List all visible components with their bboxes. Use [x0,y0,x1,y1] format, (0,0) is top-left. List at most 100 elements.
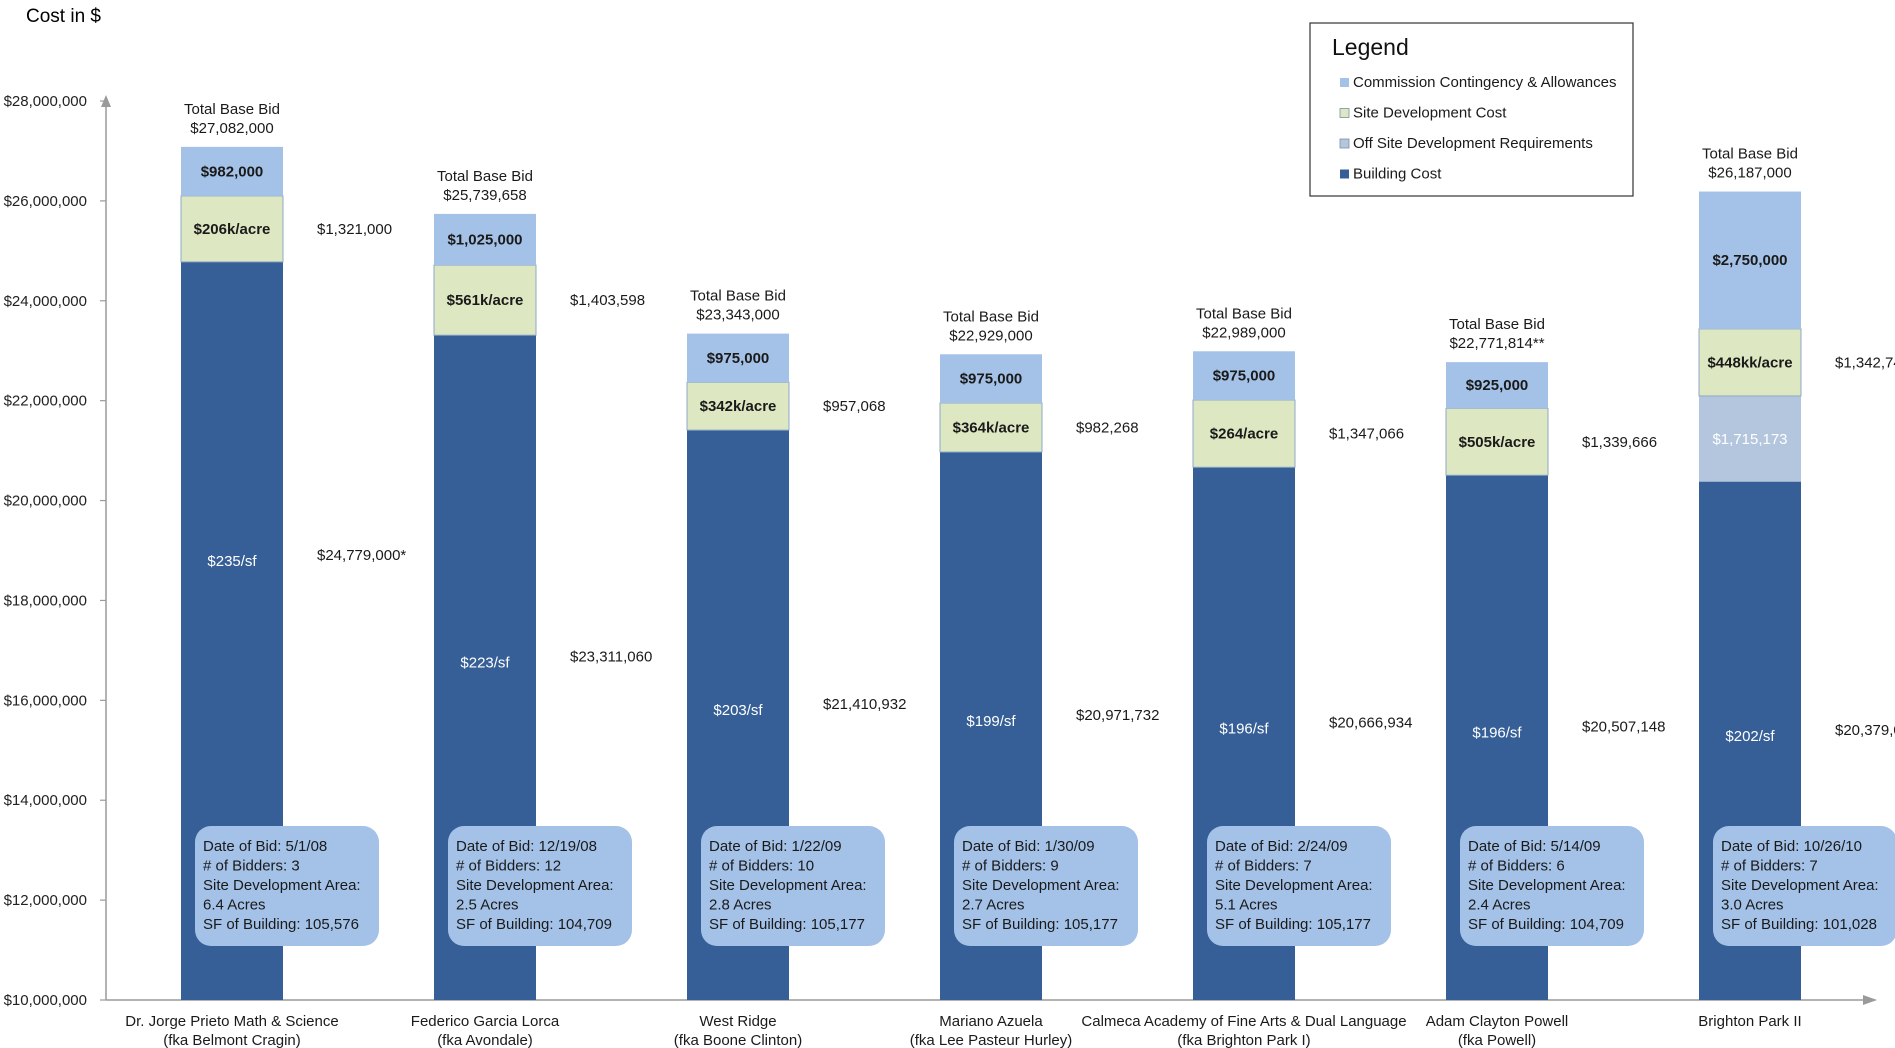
legend-entry-label: Off Site Development Requirements [1353,135,1593,152]
bid-info-box [1460,826,1644,946]
bid-info-line: 5.1 Acres [1215,897,1278,914]
bar-segment-site-development [433,264,537,336]
bar-segment-contingency [940,354,1042,403]
y-tick-label: $16,000,000 [4,692,87,709]
bar-group: $196/sf $264/acre $975,000 $1,347,066 $20,66… [1081,305,1412,1048]
side-label-site-cost: $1,342,742 [1835,354,1895,371]
axes: $10,000,000 $12,000,000 $14,000,000 $16,000… [4,93,1877,1009]
bid-info-line: 6.4 Acres [203,897,266,914]
bid-info-line: Site Development Area: [709,877,867,894]
bid-info-line: SF of Building: 105,177 [1215,916,1371,933]
bar-label-building-per-sf: $196/sf [1472,725,1522,742]
total-base-bid-label: Total Base Bid [690,288,786,305]
legend-swatch [1340,169,1349,179]
y-tick-label: $22,000,000 [4,393,87,410]
total-base-bid-label: Total Base Bid [1196,305,1292,322]
bid-info-line: Date of Bid: 10/26/10 [1721,838,1862,855]
bar-segment-off-site-development [1699,395,1801,482]
bar-label-contingency: $2,750,000 [1712,252,1787,269]
y-axis-title: Cost in $ [26,6,101,27]
bar-segment-contingency [687,333,789,383]
x-category-label: (fka Lee Pasteur Hurley) [910,1032,1073,1048]
side-label-building-cost: $24,779,000* [317,547,406,564]
total-base-bid-label: Total Base Bid [437,168,533,185]
bid-info-line: Site Development Area: [962,877,1120,894]
bid-info-line: 2.5 Acres [456,897,519,914]
legend-box [1309,22,1634,197]
bar-segment-site-development [1192,399,1296,468]
bid-info-line: SF of Building: 105,576 [203,916,359,933]
x-category-label: (fka Boone Clinton) [674,1032,802,1048]
legend-entry-label: Commission Contingency & Allowances [1353,74,1616,91]
y-tick-label: $24,000,000 [4,293,87,310]
total-base-bid-label: Total Base Bid [943,308,1039,325]
x-category-label: Adam Clayton Powell [1426,1013,1569,1030]
bar-label-building-per-sf: $203/sf [713,702,763,719]
bid-info-box [1713,826,1895,946]
bid-info-line: Date of Bid: 1/22/09 [709,838,842,855]
bid-info-line: 2.7 Acres [962,897,1025,914]
bar-label-contingency: $975,000 [1213,368,1276,385]
bar-segment-contingency [181,146,283,196]
bar-segment-site-development [939,402,1043,453]
side-label-site-cost: $1,403,598 [570,292,645,309]
bid-info-line: Site Development Area: [203,877,361,894]
bid-info-line: Site Development Area: [1215,877,1373,894]
x-category-label: West Ridge [699,1013,776,1030]
bar-label-building-per-sf: $196/sf [1219,721,1269,738]
bid-info-line: 3.0 Acres [1721,897,1784,914]
legend-swatch [1339,138,1350,149]
total-base-bid-value: $27,082,000 [190,120,273,137]
bid-info-line: Date of Bid: 5/14/09 [1468,838,1601,855]
bar-label-site-per-acre: $206k/acre [194,221,271,238]
side-label-building-cost: $23,311,060 [570,649,652,666]
x-category-label: Brighton Park II [1698,1013,1801,1030]
legend-entry-label: Site Development Cost [1353,105,1507,122]
bars: $235/sf $206k/acre $982,000 $1,321,000 $24,7… [125,101,1895,1048]
bid-info-line: Date of Bid: 5/1/08 [203,838,327,855]
bar-label-site-per-acre: $342k/acre [700,398,777,415]
bid-info-line: Date of Bid: 12/19/08 [456,838,597,855]
bar-label-site-per-acre: $364k/acre [953,419,1030,436]
bar-label-building-per-sf: $202/sf [1725,728,1775,745]
bid-info-line: # of Bidders: 3 [203,858,300,875]
bid-info-line: SF of Building: 104,709 [1468,916,1624,933]
bar-label-contingency: $982,000 [201,163,264,180]
y-tick-label: $18,000,000 [4,592,87,609]
side-label-site-cost: $1,347,066 [1329,426,1404,443]
bar-label-site-per-acre: $264/acre [1210,426,1278,443]
bid-info-line: # of Bidders: 10 [709,858,814,875]
bar-label-building-per-sf: $223/sf [460,655,510,672]
legend-swatch [1340,78,1349,87]
x-category-label: Federico Garcia Lorca [411,1013,560,1030]
x-category-label: Calmeca Academy of Fine Arts & Dual Lang… [1081,1013,1406,1030]
bar-label-contingency: $1,025,000 [447,231,522,248]
y-tick-label: $10,000,000 [4,992,87,1009]
bar-group: $203/sf $342k/acre $975,000 $957,068 $21,410… [674,288,907,1048]
total-base-bid-label: Total Base Bid [1702,146,1798,163]
x-category-label: (fka Avondale) [437,1032,533,1048]
total-base-bid-value: $22,929,000 [949,327,1032,344]
bar-label-contingency: $975,000 [707,350,770,367]
bar-segment-site-development [180,195,284,263]
total-base-bid-value: $23,343,000 [696,307,779,324]
bid-info-line: Site Development Area: [1468,877,1626,894]
total-base-bid-value: $22,771,814** [1449,335,1544,352]
y-tick-label: $26,000,000 [4,193,87,210]
side-label-building-cost: $20,379,085 [1835,722,1895,739]
bar-segment-site-development [1445,407,1549,476]
legend-swatch [1339,108,1350,118]
bid-info-line: Date of Bid: 1/30/09 [962,838,1095,855]
bar-label-site-per-acre: $561k/acre [447,292,524,309]
side-label-site-cost: $1,321,000 [317,221,392,238]
bar-label-contingency: $975,000 [960,371,1023,388]
bid-info-line: # of Bidders: 7 [1721,858,1818,875]
x-category-label: (fka Powell) [1458,1032,1536,1048]
bid-info-line: 2.4 Acres [1468,897,1531,914]
bar-segment-site-development [1698,328,1802,397]
bar-label-off-site: $1,715,173 [1712,431,1787,448]
side-label-site-cost: $957,068 [823,398,886,415]
side-label-building-cost: $20,971,732 [1076,707,1159,724]
bar-group: $199/sf $364k/acre $975,000 $982,268 $20,971… [910,308,1160,1048]
